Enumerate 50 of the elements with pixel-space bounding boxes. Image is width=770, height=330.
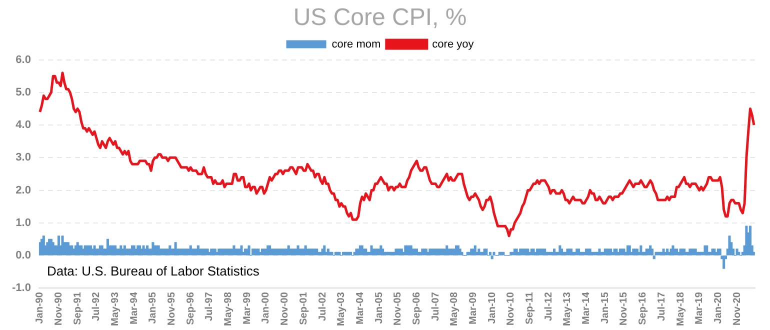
x-tick-label: Jul-92 — [91, 292, 102, 321]
y-tick-label: 1.0 — [16, 216, 31, 229]
x-tick-label: Mar-04 — [354, 292, 366, 324]
x-tick-label: May-18 — [675, 292, 686, 326]
y-tick-label: 0.0 — [16, 250, 31, 262]
y-tick-label: 4.0 — [16, 119, 31, 132]
x-tick-label: Jul-97 — [204, 292, 216, 321]
x-tick-label: Sep-11 — [524, 292, 536, 324]
x-tick-label: Sep-91 — [72, 292, 84, 325]
x-tick-label: Jul-17 — [656, 292, 668, 321]
chart-title: US Core CPI, % — [293, 4, 467, 32]
x-tick-label: Nov-15 — [618, 292, 630, 326]
x-tick-label: Nov-00 — [280, 292, 291, 326]
x-tick-label: Mar-14 — [581, 292, 592, 324]
x-tick-label: May-13 — [562, 292, 574, 326]
x-tick-label: Jul-12 — [543, 292, 554, 321]
x-tick-label: May-93 — [110, 292, 122, 326]
y-tick-label: 3.0 — [16, 152, 31, 164]
x-tick-label: May-08 — [449, 292, 460, 326]
x-tick-label: Sep-01 — [298, 292, 310, 325]
x-tick-label: Jul-02 — [317, 292, 328, 321]
y-tick-label: -1.0 — [12, 282, 31, 294]
x-tick-label: Mar-94 — [128, 292, 140, 324]
x-tick-label: Mar-09 — [468, 292, 479, 324]
x-tick-label: Jan-90 — [34, 292, 46, 324]
x-tick-label: Jan-20 — [712, 292, 724, 324]
x-tick-label: Sep-06 — [411, 292, 422, 325]
y-tick-label: 2.0 — [16, 184, 31, 196]
legend-label: core mom — [332, 38, 381, 50]
x-tick-label: Sep-96 — [185, 292, 196, 325]
x-tick-label: Mar-19 — [694, 292, 706, 324]
x-tick-label: Jan-05 — [374, 292, 385, 324]
x-tick-label: Mar-99 — [242, 292, 253, 324]
x-tick-label: Nov-90 — [53, 292, 64, 326]
y-tick-label: 6.0 — [16, 54, 31, 66]
x-tick-label: Jan-00 — [260, 292, 272, 324]
x-tick-label: Nov-10 — [506, 292, 517, 326]
x-tick-label: Sep-16 — [638, 292, 649, 325]
x-tick-label: Nov-20 — [732, 292, 743, 326]
y-tick-label: 5.0 — [16, 86, 31, 98]
x-tick-label: Nov-95 — [166, 292, 178, 326]
legend-label: core yoy — [432, 38, 474, 50]
x-tick-label: Jan-10 — [486, 292, 498, 324]
x-tick-label: Nov-05 — [392, 292, 404, 326]
x-tick-label: May-98 — [223, 292, 234, 326]
x-tick-label: Jan-95 — [148, 292, 159, 324]
annotation: Data: U.S. Bureau of Labor Statistics — [46, 263, 260, 278]
x-tick-label: Jan-15 — [600, 292, 611, 324]
x-tick-label: May-03 — [336, 292, 348, 326]
x-tick-label: Jul-07 — [430, 292, 442, 321]
